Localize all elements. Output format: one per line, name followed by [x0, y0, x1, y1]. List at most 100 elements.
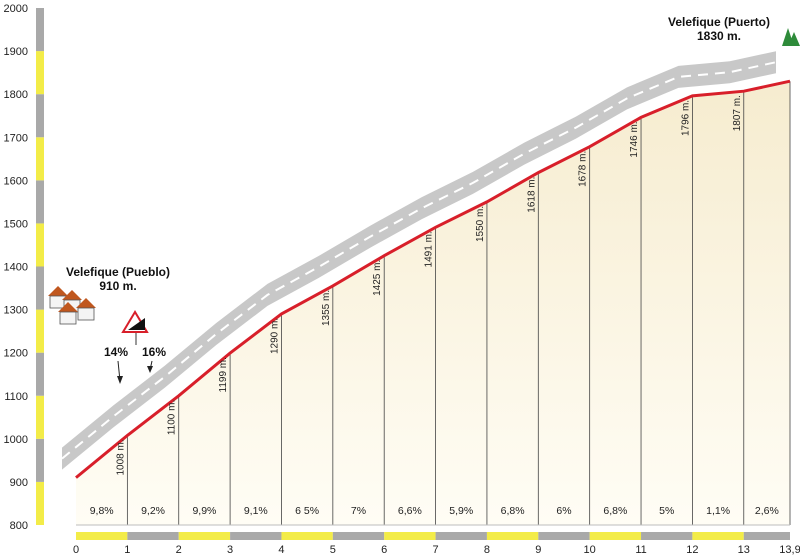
y-axis-segment: [36, 395, 44, 439]
y-axis-segment: [36, 137, 44, 181]
steep-slope-warning-icon: [121, 310, 149, 345]
x-tick-label: 7: [433, 544, 439, 556]
profile-line: [75, 79, 791, 479]
x-axis-segment: [76, 532, 128, 540]
altitude-label: 1678 m.: [578, 151, 589, 187]
y-tick-label: 2000: [4, 3, 28, 15]
village-icon: [48, 286, 96, 325]
x-axis-segment: [281, 532, 333, 540]
y-axis-segment: [36, 8, 44, 52]
profile-fill: [76, 81, 790, 525]
gradient-label: 6,6%: [398, 505, 422, 517]
gradient-label: 6 5%: [295, 505, 319, 517]
y-tick-label: 1800: [4, 89, 28, 101]
x-axis-segment: [230, 532, 282, 540]
x-tick-label: 13,9: [779, 544, 800, 556]
x-axis-segment: [486, 532, 539, 540]
altitude-label: 1618 m.: [526, 177, 537, 213]
altitude-label: 1550 m.: [475, 206, 486, 242]
gradient-label: 9,8%: [90, 505, 114, 517]
x-tick-label: 2: [176, 544, 182, 556]
altitude-label: 1796 m.: [680, 100, 691, 136]
gradient-label: 2,6%: [755, 505, 779, 517]
x-tick-label: 9: [535, 544, 541, 556]
y-axis-segment: [36, 352, 44, 396]
y-tick-label: 800: [10, 520, 28, 532]
y-axis-segment: [36, 266, 44, 310]
y-axis-segment: [36, 180, 44, 224]
y-tick-label: 1100: [4, 391, 28, 403]
gradient-labels: 9,8% 9,2% 9,9% 9,1% 6 5% 7% 6,6% 5,9% 6,8% 6% 6,8%…: [90, 505, 779, 517]
slope-arrow-icon: [117, 360, 153, 384]
x-axis-segment: [435, 532, 487, 540]
gradient-label: 5%: [659, 505, 674, 517]
altitude-label: 1008 m.: [115, 439, 126, 475]
start-altitude: 910 m.: [99, 279, 136, 293]
gradient-label: 6%: [556, 505, 571, 517]
y-axis-segment: [36, 309, 44, 353]
x-tick-label: 8: [484, 544, 490, 556]
x-axis-segment: [384, 532, 436, 540]
altitude-label: 1199 m.: [218, 357, 229, 392]
y-axis-scale-bar: [36, 8, 44, 525]
y-tick-label: 900: [10, 477, 28, 489]
y-tick-label: 1500: [4, 218, 28, 230]
gradient-label: 6,8%: [603, 505, 627, 517]
end-name: Velefique (Puerto): [668, 15, 770, 29]
altitude-labels: 1008 m. 1100 m. 1199 m. 1290 m. 1355 m. 1425 …: [115, 95, 742, 475]
slope-label-14: 14%: [104, 345, 128, 359]
profile-area: [61, 51, 791, 526]
gradient-label: 6,8%: [501, 505, 525, 517]
x-axis-segment: [127, 532, 179, 540]
altitude-label: 1807 m.: [732, 95, 743, 131]
end-altitude: 1830 m.: [697, 29, 741, 43]
x-tick-label: 10: [584, 544, 596, 556]
y-tick-label: 1000: [4, 434, 28, 446]
y-tick-label: 1600: [4, 175, 28, 187]
x-tick-label: 12: [686, 544, 698, 556]
altitude-label: 1290 m.: [269, 318, 280, 354]
gradient-label: 9,9%: [192, 505, 216, 517]
gradient-label: 9,1%: [244, 505, 268, 517]
x-axis-segment: [538, 532, 590, 540]
altitude-label: 1355 m.: [321, 290, 332, 326]
x-axis-segment: [743, 532, 790, 540]
y-tick-label: 1200: [4, 348, 28, 360]
y-axis-segment: [36, 481, 44, 525]
altitude-label: 1100 m.: [167, 400, 178, 435]
x-tick-label: 5: [330, 544, 336, 556]
start-name: Velefique (Pueblo): [66, 265, 170, 279]
x-tick-label: 13: [738, 544, 750, 556]
y-axis-labels: 800 900 1000 1100 1200 1300 1400 1500 1600 1700 18…: [4, 3, 28, 532]
slope-label-16: 16%: [142, 345, 166, 359]
y-axis-segment: [36, 223, 44, 267]
x-axis-labels: 0 1 2 3 4 5 6 7 8 9 10 11 12 13 13,9: [73, 544, 800, 556]
y-axis-segment: [36, 438, 44, 482]
y-tick-label: 1300: [4, 305, 28, 317]
x-tick-label: 0: [73, 544, 79, 556]
altitude-label: 1746 m.: [629, 121, 640, 157]
x-axis-segment: [641, 532, 693, 540]
x-axis-segment: [332, 532, 385, 540]
y-axis-segment: [36, 94, 44, 138]
y-tick-label: 1400: [4, 262, 28, 274]
x-tick-label: 4: [278, 544, 284, 556]
altitude-label: 1425 m.: [372, 260, 383, 296]
x-axis-scale-bar: [76, 532, 790, 540]
y-tick-label: 1700: [4, 132, 28, 144]
x-axis-segment: [692, 532, 744, 540]
x-tick-label: 11: [635, 544, 646, 556]
x-tick-label: 3: [227, 544, 233, 556]
mountain-pass-icon: [782, 28, 800, 46]
y-axis-segment: [36, 51, 44, 95]
x-axis-segment: [589, 532, 642, 540]
gradient-label: 1,1%: [706, 505, 730, 517]
x-tick-label: 1: [124, 544, 130, 556]
gradient-label: 9,2%: [141, 505, 165, 517]
gradient-label: 5,9%: [449, 505, 473, 517]
y-tick-label: 1900: [4, 46, 28, 58]
x-axis-segment: [178, 532, 231, 540]
road-centerline: [61, 61, 777, 460]
altitude-label: 1491 m.: [424, 231, 435, 267]
